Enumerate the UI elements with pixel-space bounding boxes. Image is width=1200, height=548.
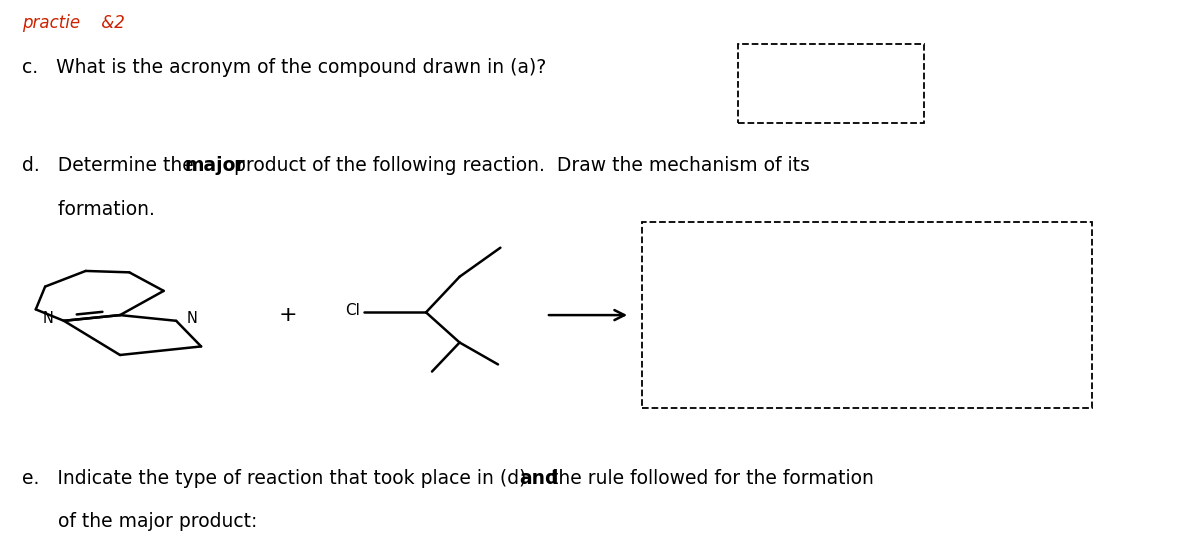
Text: &2: &2 [96, 14, 125, 32]
Text: the rule followed for the formation: the rule followed for the formation [545, 469, 874, 488]
Text: and: and [520, 469, 559, 488]
Text: formation.: formation. [22, 200, 155, 219]
Bar [642, 222, 1092, 408]
Text: Cl: Cl [346, 302, 360, 318]
Text: practie: practie [22, 14, 79, 32]
Text: product of the following reaction.  Draw the mechanism of its: product of the following reaction. Draw … [228, 156, 809, 175]
Text: c.   What is the acronym of the compound drawn in (a)?: c. What is the acronym of the compound d… [22, 58, 546, 77]
Text: N: N [43, 311, 54, 326]
Text: N: N [186, 311, 197, 326]
Text: e.   Indicate the type of reaction that took place in (d): e. Indicate the type of reaction that to… [22, 469, 532, 488]
Bar [738, 44, 924, 123]
Text: d.   Determine the: d. Determine the [22, 156, 199, 175]
Text: +: + [278, 305, 298, 325]
Text: of the major product:: of the major product: [22, 512, 257, 532]
Text: major: major [185, 156, 245, 175]
